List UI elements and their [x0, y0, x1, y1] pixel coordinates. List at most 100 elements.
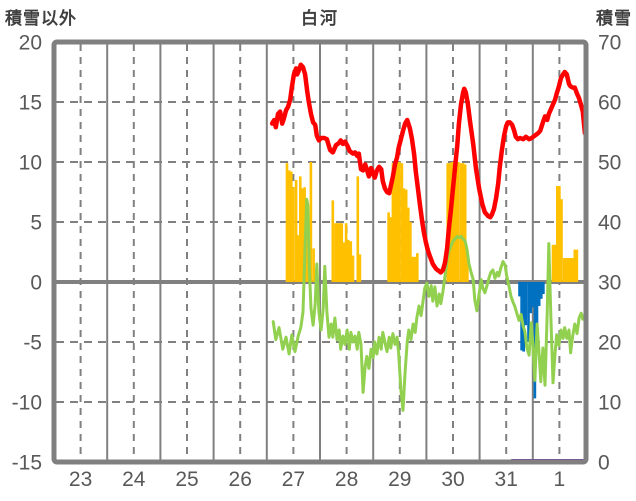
orange-bar: [358, 254, 362, 282]
left-axis-tick-label: -15: [12, 452, 42, 475]
orange-bar: [413, 256, 416, 282]
left-axis-tick-label: -10: [12, 392, 42, 415]
right-axis-tick-label: 10: [598, 392, 621, 415]
orange-bar: [556, 186, 559, 282]
right-axis-tick-label: 50: [598, 152, 621, 175]
orange-bar: [299, 176, 302, 282]
blue-bar: [533, 282, 537, 399]
orange-bar: [309, 162, 313, 282]
blue-bar: [531, 282, 535, 308]
blue-bar: [529, 282, 532, 314]
orange-bar: [296, 235, 300, 282]
right-axis-tick-label: 30: [598, 272, 621, 295]
blue-bar: [542, 282, 545, 294]
orange-bar: [312, 248, 315, 282]
orange-bar: [340, 223, 344, 282]
blue-bar: [524, 282, 528, 326]
left-axis-tick-label: 20: [19, 32, 42, 55]
orange-bar: [292, 187, 295, 282]
blue-bar: [535, 282, 539, 338]
x-axis-day-label: 29: [388, 468, 411, 491]
orange-bar: [463, 164, 467, 282]
left-axis-tick-label: 5: [30, 212, 42, 235]
x-axis-day-label: 28: [335, 468, 358, 491]
orange-bar: [457, 162, 460, 282]
orange-bar: [551, 244, 555, 282]
orange-bar: [287, 170, 291, 282]
right-axis-tick-label: 40: [598, 212, 621, 235]
right-axis-tick-label: 0: [598, 452, 610, 475]
left-axis-title: 積雪以外: [5, 9, 77, 28]
orange-bar: [294, 180, 298, 282]
chart-title: 白河: [301, 9, 339, 28]
orange-bar: [407, 207, 410, 282]
orange-bar: [356, 176, 360, 282]
orange-bar: [402, 188, 406, 282]
green-line-series: [271, 197, 587, 412]
right-axis-tick-label: 20: [598, 332, 621, 355]
left-axis-tick-label: -5: [23, 332, 42, 355]
orange-bar: [398, 162, 401, 282]
orange-bar: [553, 244, 557, 282]
orange-bar: [459, 163, 463, 282]
x-axis-day-label: 23: [69, 468, 92, 491]
orange-bar: [334, 223, 337, 282]
orange-bar: [285, 163, 289, 282]
orange-bar: [336, 223, 339, 282]
blue-bar: [518, 282, 521, 297]
orange-bar: [301, 188, 304, 282]
orange-bar: [454, 162, 458, 282]
orange-bar: [404, 189, 408, 282]
orange-bar: [567, 258, 570, 282]
orange-bar: [349, 241, 353, 282]
left-axis-tick-label: 10: [19, 152, 42, 175]
right-axis-title: 積雪: [596, 9, 632, 28]
orange-bar: [389, 217, 392, 282]
x-axis-day-label: 31: [495, 468, 518, 491]
orange-bar: [305, 228, 308, 282]
orange-bar: [290, 171, 293, 282]
x-axis-day-label: 25: [175, 468, 198, 491]
orange-bar: [416, 253, 419, 282]
orange-bar: [351, 255, 355, 282]
x-axis-day-label: 30: [441, 468, 464, 491]
x-axis-day-label: 26: [229, 468, 252, 491]
orange-bar: [573, 249, 577, 282]
orange-bar: [571, 258, 574, 282]
blue-bar: [540, 282, 543, 299]
orange-bar: [409, 222, 412, 282]
orange-bar: [346, 240, 350, 282]
orange-bar: [393, 163, 397, 282]
orange-bar: [331, 200, 335, 282]
x-axis-day-label: 1: [554, 468, 566, 491]
orange-bar: [344, 223, 348, 282]
orange-bar: [342, 242, 346, 282]
orange-bar: [395, 162, 399, 282]
orange-bar: [387, 212, 390, 282]
orange-bar: [466, 249, 469, 282]
orange-bar: [558, 186, 561, 282]
orange-bar: [400, 163, 404, 282]
orange-bar: [575, 249, 579, 282]
orange-bar: [565, 258, 568, 282]
orange-bar: [452, 162, 456, 282]
x-axis-day-label: 27: [282, 468, 305, 491]
orange-bar: [411, 256, 414, 282]
red-line-series: [269, 62, 588, 275]
left-axis-tick-label: 0: [30, 272, 42, 295]
right-axis-tick-label: 70: [598, 32, 621, 55]
orange-bar: [338, 223, 341, 282]
orange-bar: [461, 163, 465, 282]
orange-bar: [569, 258, 572, 282]
x-axis-day-label: 24: [122, 468, 146, 491]
orange-bar: [560, 199, 563, 282]
orange-bar: [391, 163, 395, 282]
left-axis-tick-label: 15: [19, 92, 42, 115]
right-axis-tick-label: 60: [598, 92, 621, 115]
blue-bar: [527, 282, 530, 342]
orange-bar: [450, 162, 454, 282]
orange-bar: [562, 258, 566, 282]
plot-frame: [51, 39, 589, 465]
